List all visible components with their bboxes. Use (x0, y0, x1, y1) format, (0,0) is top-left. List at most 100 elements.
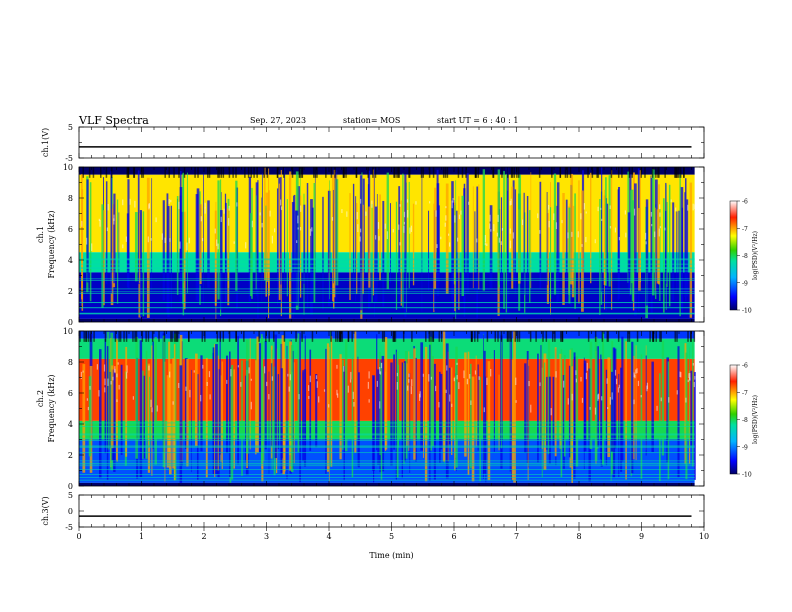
spectrogram-speckle (156, 405, 158, 412)
spectrogram-topnoise (474, 331, 476, 342)
spectrogram-topnoise (644, 167, 646, 178)
spectrogram-speckle (694, 204, 696, 209)
spectrogram-streak (313, 183, 316, 303)
spectrogram-streak (342, 359, 344, 450)
spectrogram-speckle (107, 204, 109, 211)
spectrogram-streak (195, 353, 198, 447)
spectrogram-topnoise (465, 167, 467, 178)
spectrogram-topnoise (142, 167, 145, 178)
spectrogram-speckle (600, 207, 602, 210)
spectrogram-speckle (201, 238, 204, 242)
spectrogram-speckle (99, 219, 101, 227)
spectrogram-topnoise (674, 331, 676, 342)
spectrogram-speckle (687, 204, 689, 211)
spectrogram-hline (79, 302, 695, 304)
spectrogram-streak (634, 183, 637, 316)
spectrogram-speckle (248, 367, 250, 374)
y-tick-label: 10 (63, 327, 73, 336)
spectrogram-speckle (287, 373, 289, 377)
spectrogram-topnoise (201, 331, 204, 342)
spectrogram-topnoise (597, 167, 600, 178)
spectrogram-streak (456, 210, 458, 303)
spectrogram-topnoise (334, 167, 336, 178)
spectrogram-streak (511, 359, 514, 480)
spectrogram-speckle (309, 228, 312, 236)
spectrogram-speckle (689, 373, 691, 381)
spectrogram-streak (645, 355, 647, 456)
station-label: station= MOS (343, 116, 400, 125)
spectrogram-speckle (169, 238, 171, 242)
spectrogram-topnoise (470, 331, 473, 342)
spectrogram-speckle (266, 381, 268, 387)
spectrogram-streak (665, 182, 667, 284)
spectrogram-band (79, 318, 695, 322)
spectrogram-speckle (609, 225, 612, 229)
spectrogram-speckle (640, 394, 642, 398)
spectrogram-streak (599, 199, 601, 315)
spectrogram-speckle (645, 241, 647, 245)
spectrogram-speckle (269, 210, 271, 217)
spectrogram-streak (546, 376, 548, 450)
spectrogram-speckle (271, 235, 273, 244)
spectrogram-speckle (230, 369, 232, 377)
spectrogram-streak (629, 190, 632, 295)
spectrogram-speckle (664, 227, 666, 231)
spectrogram-topnoise (367, 167, 369, 178)
spectrogram-speckle (107, 378, 109, 386)
colorbar-tick-label: -9 (742, 280, 748, 287)
spectrogram-streak (172, 358, 175, 469)
spectrogram-topnoise (617, 167, 620, 178)
spectrogram-streak (116, 199, 119, 304)
spectrogram-speckle (668, 397, 670, 403)
x-tick-label: 2 (201, 532, 206, 541)
spectrogram-topnoise (444, 167, 447, 178)
spectrogram-topnoise (538, 167, 541, 178)
spectrogram-topnoise (173, 167, 175, 178)
spectrogram-streak (645, 199, 649, 306)
spectrogram-streak (142, 370, 144, 459)
x-tick-label: 6 (451, 532, 456, 541)
spectrogram-topnoise (516, 167, 518, 178)
spectrogram-speckle (396, 372, 398, 377)
spectrogram-streak (374, 168, 375, 317)
spectrogram-speckle (637, 380, 640, 387)
spectrogram-topnoise (679, 167, 682, 178)
spectrogram-streak (110, 171, 113, 294)
spectrogram-speckle (407, 385, 409, 391)
spectrogram-topnoise (461, 167, 464, 178)
spectrogram-band (79, 331, 695, 339)
spectrogram-topnoise (295, 331, 297, 342)
spectrogram-streak (203, 174, 204, 305)
spectrogram-speckle (98, 218, 100, 221)
spectrogram-streak (219, 332, 221, 455)
spectrogram-streak (82, 364, 86, 473)
spectrogram-hline (79, 433, 695, 435)
spectrogram-speckle (323, 389, 326, 392)
spectrogram-speckle (172, 401, 174, 405)
spectrogram-speckle (581, 244, 583, 247)
spectrogram-streak (672, 202, 675, 301)
spectrogram-speckle (478, 376, 480, 380)
spectrogram-topnoise (355, 167, 358, 178)
spectrogram-hline (79, 258, 695, 260)
spectrogram-streak (610, 371, 614, 452)
x-tick-label: 8 (576, 532, 581, 541)
spectrogram-speckle (501, 228, 504, 231)
spectrogram-streak (528, 365, 530, 468)
spectrogram-speckle (122, 199, 124, 206)
spectrogram-streak (611, 170, 613, 310)
spectrogram-topnoise (689, 331, 692, 342)
spectrogram-topnoise (551, 167, 553, 178)
spectrogram-speckle (170, 199, 172, 203)
spectrogram-topnoise (396, 167, 398, 178)
spectrogram-streak (205, 357, 208, 478)
spectrogram-streak (403, 362, 405, 465)
spectrogram-topnoise (678, 167, 680, 178)
spectrogram-streak (600, 354, 602, 459)
spectrogram-streak (88, 376, 92, 457)
spectrogram-streak (666, 202, 668, 288)
spectrogram-streak (235, 180, 238, 291)
spectrogram-topnoise (291, 167, 294, 178)
y-tick-label: 10 (63, 163, 73, 172)
spectrogram-streak (310, 199, 313, 316)
